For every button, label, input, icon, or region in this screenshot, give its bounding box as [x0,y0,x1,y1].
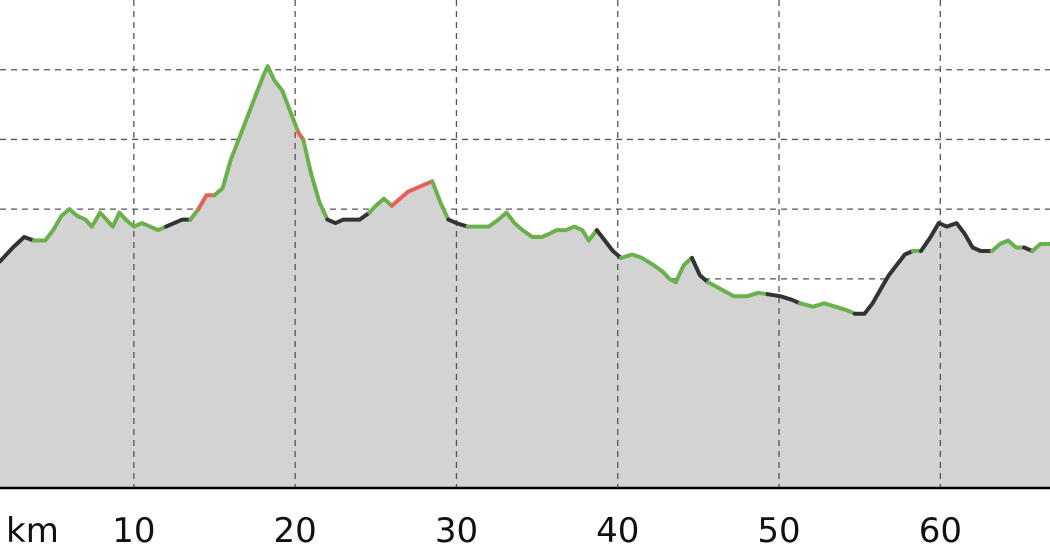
elevation-segment-flat [0,235,36,264]
elevation-segment-moderate [430,179,451,222]
elevation-segment-moderate [706,280,770,299]
elevation-segment-flat [852,249,915,316]
elevation-segment-flat [689,255,711,285]
elevation-segment-moderate [619,252,694,285]
elevation-fill [0,66,1050,488]
elevation-segment-moderate [31,207,169,243]
elevation-segment-flat [919,221,994,253]
x-tick-label: 20 [274,511,317,551]
elevation-segment-moderate [188,207,201,222]
elevation-segment-flat [765,292,802,306]
elevation-line [0,0,1050,488]
x-tick-label: 30 [435,511,478,551]
elevation-segment-steep [196,193,217,212]
elevation-segment-flat [164,217,193,229]
elevation-segment-moderate [798,301,857,316]
elevation-segment-moderate [1030,242,1050,253]
elevation-segment-flat [325,210,372,226]
elevation-segment-steep [389,179,435,208]
elevation-segment-moderate [989,238,1027,253]
elevation-segment-moderate [301,137,330,222]
x-unit-label: km [6,511,59,551]
elevation-segment-moderate [367,196,394,215]
x-tick-label: 10 [112,511,155,551]
x-tick-label: 40 [596,511,639,551]
elevation-segment-flat [446,217,470,229]
elevation-segment-moderate [465,210,599,243]
x-tick-label: 60 [919,511,962,551]
x-tick-label: 50 [757,511,800,551]
elevation-segment-moderate [212,64,301,198]
x-tick-labels: km 10 20 30 40 50 60 [6,511,962,551]
elevation-area [0,66,1050,488]
elevation-segment-flat [594,228,623,260]
